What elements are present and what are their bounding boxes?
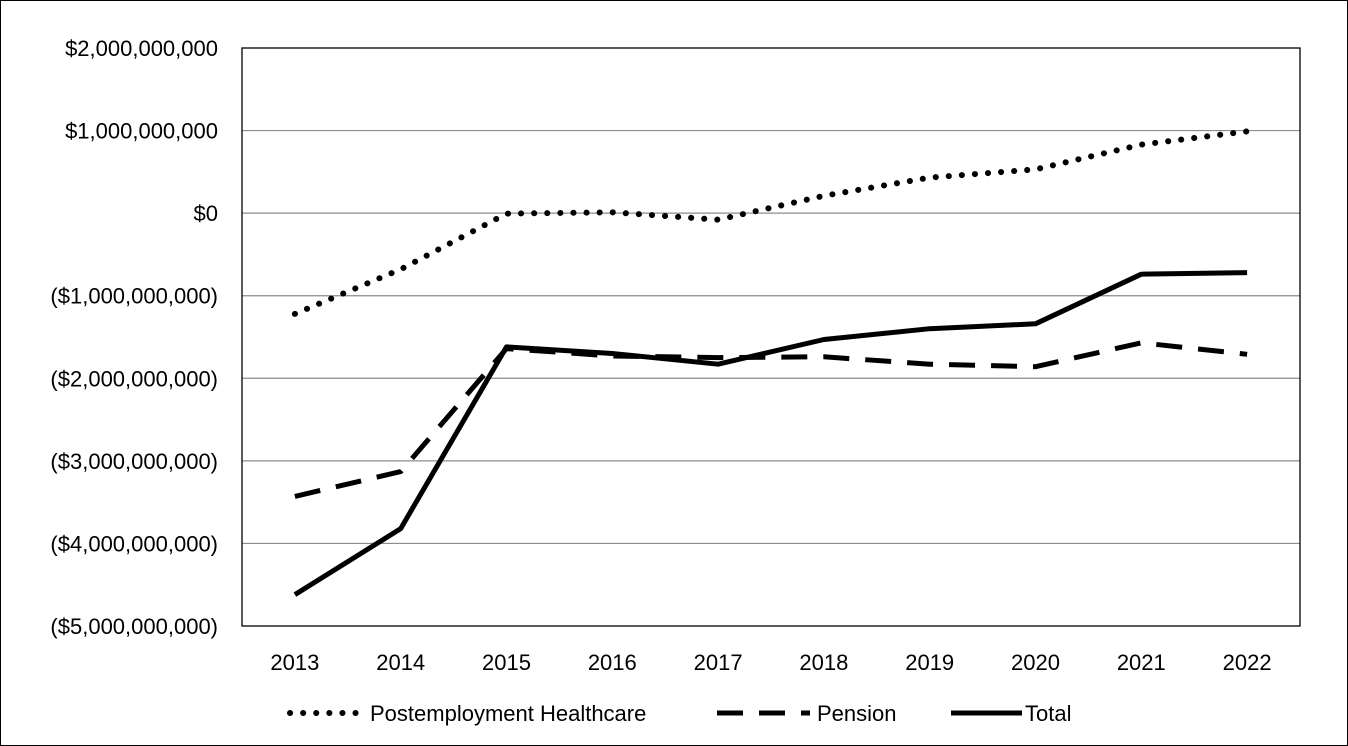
x-tick-label: 2021 — [1117, 650, 1166, 675]
y-tick-label: ($4,000,000,000) — [50, 531, 218, 556]
y-tick-label: $2,000,000,000 — [65, 36, 218, 61]
x-tick-label: 2013 — [270, 650, 319, 675]
legend-label: Postemployment Healthcare — [370, 701, 646, 726]
series-line-total — [293, 270, 1248, 597]
y-tick-label: $0 — [194, 201, 218, 226]
y-tick-label: $1,000,000,000 — [65, 119, 218, 144]
legend-label: Total — [1025, 701, 1071, 726]
x-axis-tick-labels: 2013 2014 2015 2016 2017 2018 2019 2020 2021 2022 — [270, 650, 1271, 675]
x-tick-label: 2017 — [694, 650, 743, 675]
series-line-postemployment-healthcare — [291, 128, 1251, 317]
x-tick-label: 2019 — [905, 650, 954, 675]
series-line-pension — [294, 340, 1248, 499]
y-tick-label: ($2,000,000,000) — [50, 366, 218, 391]
y-axis-tick-labels: $2,000,000,000 $1,000,000,000 $0 ($1,000,00… — [50, 36, 218, 639]
x-tick-label: 2022 — [1223, 650, 1272, 675]
y-tick-label: ($5,000,000,000) — [50, 614, 218, 639]
plot-area-border — [241, 47, 1301, 627]
gridlines — [242, 129, 1300, 545]
y-tick-label: ($1,000,000,000) — [50, 284, 218, 309]
x-tick-label: 2020 — [1011, 650, 1060, 675]
series-lines — [291, 128, 1251, 597]
x-tick-label: 2015 — [482, 650, 531, 675]
x-tick-label: 2016 — [588, 650, 637, 675]
x-tick-label: 2018 — [799, 650, 848, 675]
y-tick-label: ($3,000,000,000) — [50, 449, 218, 474]
x-tick-label: 2014 — [376, 650, 425, 675]
legend: Postemployment Healthcare Pension Total — [287, 701, 1071, 726]
legend-label: Pension — [817, 701, 897, 726]
